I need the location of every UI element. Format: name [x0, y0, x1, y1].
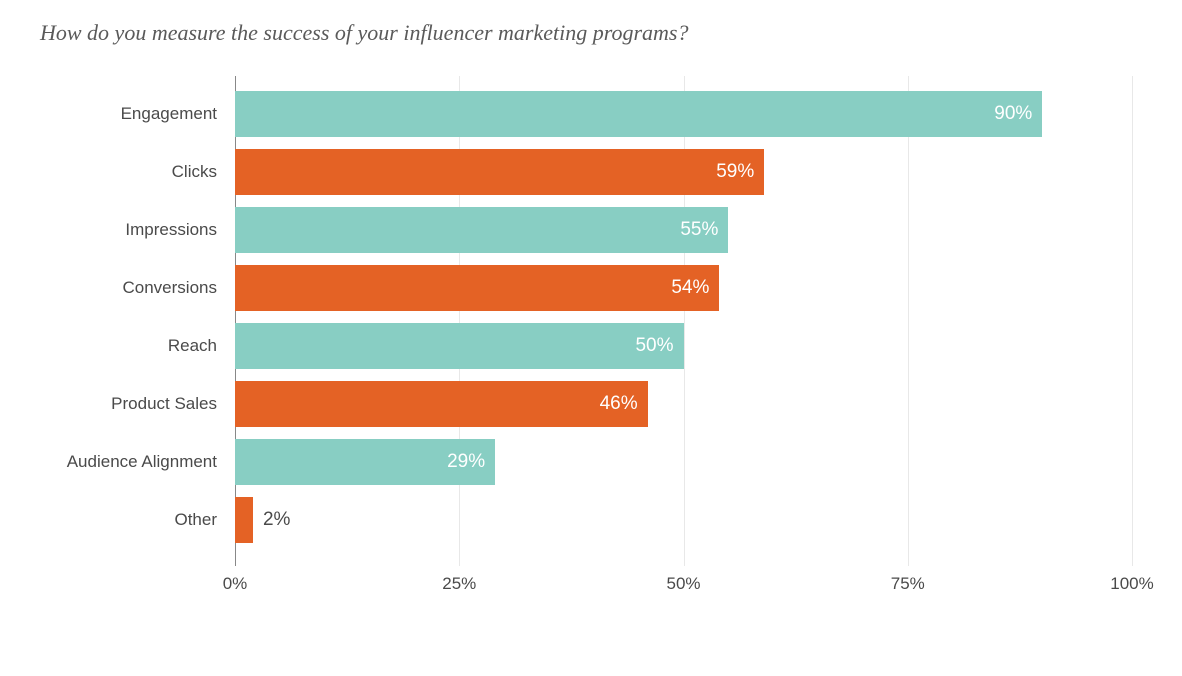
bar-label: Clicks	[172, 162, 217, 182]
bar: 90%	[235, 91, 1042, 137]
bar-value: 59%	[716, 161, 754, 183]
bar: 46%	[235, 381, 648, 427]
bar-row: Conversions54%	[235, 265, 1132, 311]
bar-value: 55%	[680, 219, 718, 241]
bar-value: 50%	[635, 335, 673, 357]
bar: 54%	[235, 265, 719, 311]
bar-value: 29%	[447, 451, 485, 473]
bar-row: Audience Alignment29%	[235, 439, 1132, 485]
chart-container: How do you measure the success of your i…	[40, 20, 1152, 656]
bar-value: 90%	[994, 103, 1032, 125]
bar-label: Other	[174, 510, 217, 530]
bar-value: 2%	[263, 509, 290, 531]
bar-label: Engagement	[121, 104, 217, 124]
bar-row: Product Sales46%	[235, 381, 1132, 427]
bar-row: Impressions55%	[235, 207, 1132, 253]
x-axis-tick: 100%	[1110, 574, 1153, 594]
x-axis-tick: 0%	[223, 574, 248, 594]
x-axis-tick: 50%	[666, 574, 700, 594]
chart-title: How do you measure the success of your i…	[40, 20, 1152, 46]
bar-row: Reach50%	[235, 323, 1132, 369]
bar-value: 54%	[671, 277, 709, 299]
x-axis-tick: 25%	[442, 574, 476, 594]
bar: 55%	[235, 207, 728, 253]
bar-label: Audience Alignment	[67, 452, 217, 472]
bar-value: 46%	[600, 393, 638, 415]
bar-row: Clicks59%	[235, 149, 1132, 195]
bar-row: Other2%	[235, 497, 1132, 543]
bar: 50%	[235, 323, 684, 369]
bar-label: Product Sales	[111, 394, 217, 414]
bar-label: Impressions	[125, 220, 217, 240]
bar-label: Conversions	[123, 278, 218, 298]
bars-wrapper: Engagement90% Clicks59% Impressions55% Conv…	[235, 91, 1132, 566]
bar: 2%	[235, 497, 253, 543]
plot-area: Engagement90% Clicks59% Impressions55% Conv…	[235, 76, 1132, 606]
bar-row: Engagement90%	[235, 91, 1132, 137]
bar: 59%	[235, 149, 764, 195]
bar-label: Reach	[168, 336, 217, 356]
x-axis: 0%25%50%75%100%	[235, 566, 1132, 606]
gridline	[1132, 76, 1133, 566]
x-axis-tick: 75%	[891, 574, 925, 594]
bar: 29%	[235, 439, 495, 485]
